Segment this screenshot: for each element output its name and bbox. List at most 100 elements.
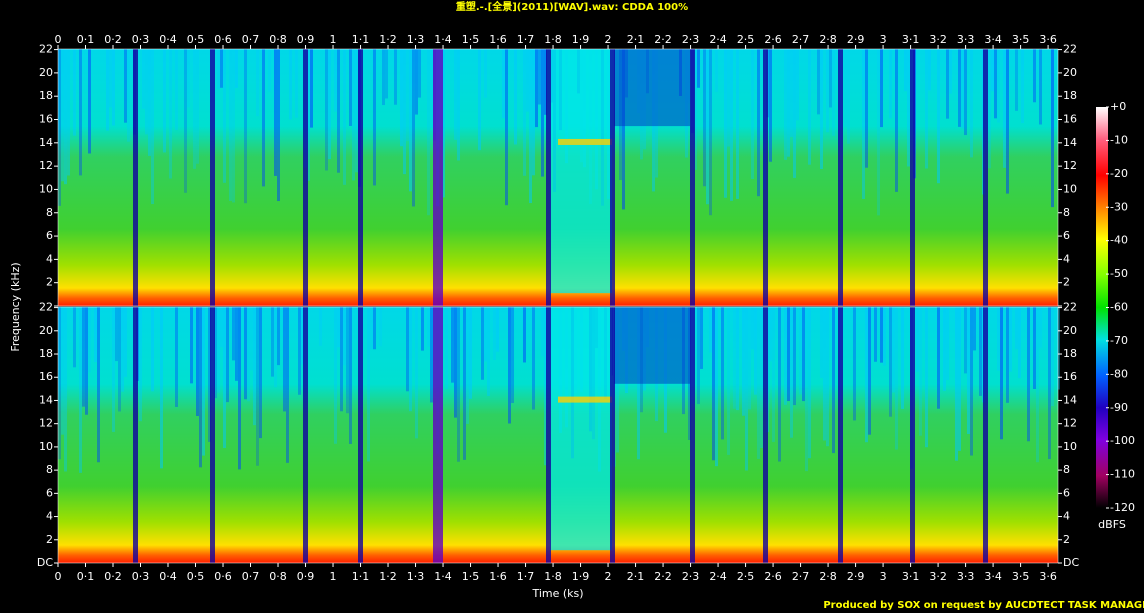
x-tick-label: 0·7 [242,33,260,46]
y-tick-label: 12 [1063,417,1077,430]
spectrogram-texture [367,307,370,462]
spectrogram-texture [1006,307,1009,403]
colorbar-tick-label: -80 [1110,367,1128,380]
y-tick-label: 18 [39,89,53,102]
spectrogram-texture [193,49,196,169]
spectrogram-texture [274,49,277,176]
spectrogram-texture [430,49,433,128]
x-tick-label: 0·8 [269,570,287,583]
spectrogram-texture [289,49,292,120]
colorbar-tick-label: -60 [1110,301,1128,314]
colorbar-tick-label: -40 [1110,234,1128,247]
spectrogram-texture [769,49,772,162]
plot-frame [57,306,1059,564]
spectrogram-texture [1051,307,1054,407]
spectrogram-texture [286,307,289,463]
spectrogram-texture [862,49,865,199]
spectrogram-texture [1000,307,1003,440]
spectrogram-texture [826,49,829,133]
spectrogram-texture [928,49,931,91]
spectrogram-texture [1021,49,1024,124]
x-tick-label: 3·5 [1012,570,1030,583]
track-gap [433,49,443,306]
spectrogram-texture [736,307,739,411]
spectrogram-texture [61,307,64,435]
colorbar-label: dBFS [1098,518,1126,531]
spectrogram-texture [790,49,793,137]
x-tick-label: 2·9 [847,570,865,583]
x-tick-label: 2·7 [792,570,810,583]
track-gap [610,307,615,563]
spectrogram-texture [256,49,259,117]
spectrogram-texture [469,307,472,399]
spectrogram-texture [712,307,715,461]
spectrogram-texture [256,307,259,466]
track-gap [983,307,988,563]
spectrogram-texture [259,307,262,439]
spectrogram-texture [535,49,538,128]
x-tick-label: 0 [55,33,62,46]
spectrogram-texture [379,307,382,347]
track-gap [303,49,308,306]
spectrogram-texture [614,49,690,127]
spectrogram-texture [820,307,823,378]
y-tick-label: 14 [1063,393,1077,406]
spectrogram-texture [1027,307,1030,442]
spectrogram-texture [706,49,709,205]
x-tick-label: 2·6 [764,33,782,46]
spectrogram-texture [844,49,847,127]
y-tick-label: 14 [39,393,53,406]
spectrogram-texture [901,307,904,409]
y-tick-label: 16 [39,113,53,126]
spectrogram-texture [784,307,787,405]
spectrogram-texture [232,49,235,203]
spectrogram-texture [622,49,625,210]
x-tick-label: 0·1 [77,570,95,583]
spectrogram-texture [793,49,796,178]
x-tick-label: 2·3 [682,570,700,583]
x-tick-label: 3·6 [1039,33,1057,46]
spectrogram-texture [805,307,808,472]
spectrogram-texture [112,307,115,432]
spectrogram-texture [139,307,142,422]
x-tick-label: 3·1 [902,33,920,46]
colorbar-tick-label: -10 [1110,133,1128,146]
spectrogram-texture [418,49,421,98]
track-gap [303,307,308,563]
spectrogram-texture [484,307,487,362]
track-gap [763,49,768,306]
y-tick-label: 16 [1063,370,1077,383]
spectrogram-texture [145,49,148,135]
x-axis-label: Time (ks) [531,587,583,600]
y-tick-label: 16 [1063,113,1077,126]
footer: Produced by SOX on request by AUCDTECT T… [823,600,1144,611]
x-tick-label: 1·3 [407,33,425,46]
spectrogram-texture [466,307,469,424]
spectrogram-texture [724,49,727,198]
x-tick-label: 1·5 [462,33,480,46]
spectrogram-texture [511,307,514,404]
y-tick-label: 14 [39,136,53,149]
spectrogram-texture [883,307,886,366]
spectrogram-texture [751,307,754,350]
track-gap [433,307,443,563]
y-tick-label: DC [1063,556,1079,569]
spectrogram-texture [853,307,856,421]
spectrogram-texture [832,307,835,454]
x-tick-label: 0·3 [132,570,150,583]
colorbar-tick-label: -110 [1110,468,1135,481]
spectrogram-texture [151,307,154,392]
y-tick-label: 8 [46,463,53,476]
track-gap [763,307,768,563]
spectrogram-texture [745,307,748,471]
spectrogram-texture [217,307,220,393]
y-tick-label: 22 [39,301,53,314]
spectrogram-texture [532,307,535,410]
spectrogram-texture [415,307,418,439]
track-gap [210,49,215,306]
spectrogram-texture [271,307,274,377]
x-tick-label: 3·3 [957,570,975,583]
spectrogram-texture [394,49,397,105]
spectrogram-texture [247,307,250,402]
spectrogram-texture [715,49,718,92]
